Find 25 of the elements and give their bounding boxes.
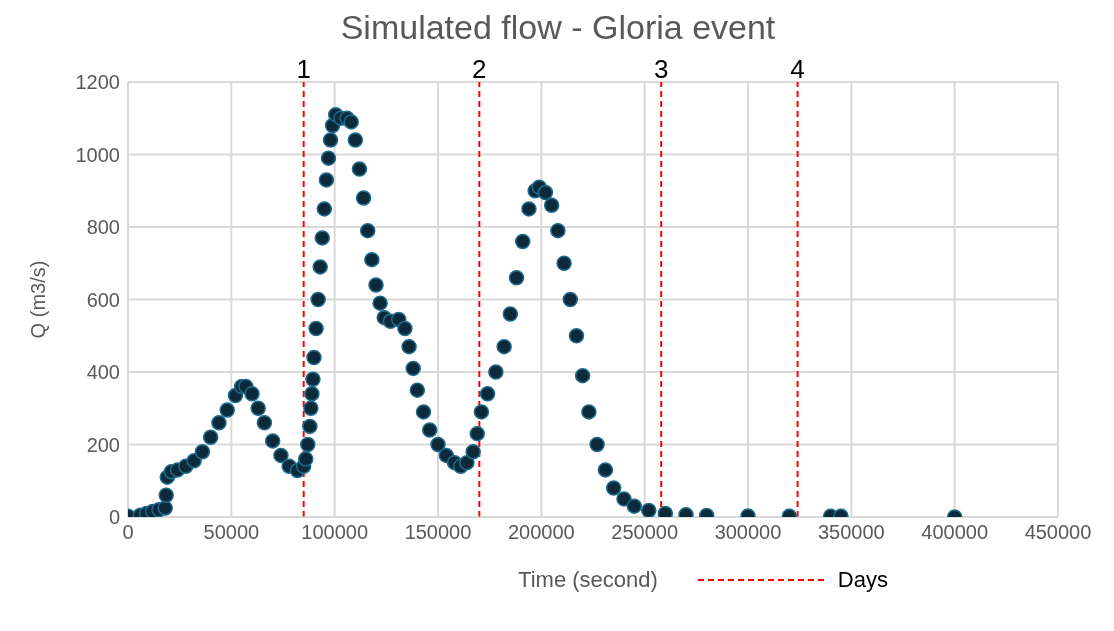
annotation: 2 (472, 54, 487, 84)
text: Days (837, 567, 888, 593)
x-tick-label: 50000 (203, 521, 260, 544)
x-tick-label: 300000 (714, 521, 782, 544)
y-tick-label: 1000 (75, 143, 120, 166)
annotation: 1 (296, 54, 311, 84)
y-tick-label: 0 (108, 506, 120, 529)
x-tick-label: 100000 (301, 521, 369, 544)
x-tick-label: 250000 (611, 521, 679, 544)
y-tick-label: 200 (86, 433, 120, 456)
y-tick-label: 400 (86, 361, 120, 384)
annotation: 3 (653, 54, 669, 84)
annotation: 4 (790, 54, 805, 84)
x-tick-label: 450000 (1024, 521, 1092, 544)
x-axis-title: Time (second) (518, 567, 658, 593)
x-tick-label: 200000 (507, 521, 575, 544)
y-tick-label: 600 (86, 288, 120, 311)
y-axis-title: Q (m3/s) (27, 260, 50, 339)
x-tick-label: 400000 (921, 521, 989, 544)
y-tick-label: 800 (86, 216, 120, 239)
x-tick-label: 0 (122, 521, 134, 544)
y-tick-label: 1200 (75, 71, 120, 94)
x-tick-label: 350000 (817, 521, 885, 544)
chart-title: Simulated flow - Gloria event (339, 8, 777, 48)
x-tick-label: 150000 (404, 521, 472, 544)
